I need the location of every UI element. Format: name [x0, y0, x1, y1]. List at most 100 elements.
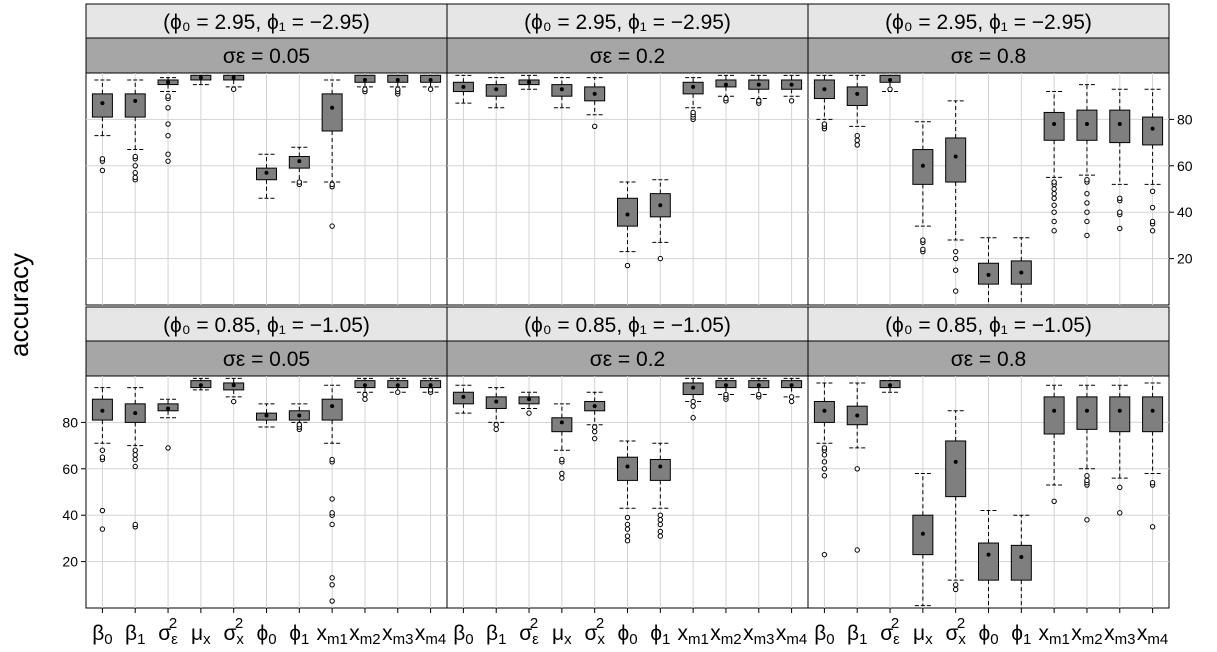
outlier-point	[657, 528, 664, 535]
box-iqr	[91, 93, 113, 118]
box-iqr	[1076, 396, 1098, 430]
median-dot	[231, 75, 236, 80]
box	[91, 387, 113, 532]
box	[846, 382, 868, 553]
box	[879, 380, 901, 393]
y-tick-label: 40	[62, 507, 78, 523]
outlier-point	[165, 132, 171, 139]
outlier-point	[854, 137, 860, 143]
outlier-point	[591, 428, 598, 435]
outlier-point	[329, 496, 335, 502]
box	[879, 74, 901, 93]
box-iqr	[321, 398, 343, 421]
outlier-point	[132, 463, 138, 470]
outlier-point	[1084, 177, 1090, 183]
median-dot	[362, 77, 367, 82]
median-dot	[986, 552, 991, 557]
outlier-point	[165, 105, 171, 111]
box-iqr	[649, 459, 671, 481]
outlier-point	[99, 156, 106, 162]
outlier-point	[1084, 517, 1090, 523]
outlier-point	[1149, 480, 1156, 486]
outlier-point	[329, 582, 335, 588]
outlier-point	[723, 95, 729, 102]
outlier-point	[657, 521, 664, 528]
outlier-point	[952, 288, 959, 294]
median-dot	[297, 159, 302, 164]
outlier-point	[690, 415, 696, 421]
outlier-point	[165, 93, 171, 99]
median-dot	[198, 383, 203, 388]
box	[715, 74, 737, 104]
median-dot	[133, 98, 138, 103]
box	[715, 377, 737, 402]
y-tick-label: 20	[62, 554, 78, 570]
outlier-point	[1051, 209, 1057, 215]
outlier-point	[821, 459, 828, 465]
outlier-point	[624, 262, 631, 269]
x-tick-label: σε2	[158, 615, 178, 648]
x-tick-label: β1	[847, 622, 867, 648]
outlier-point	[395, 389, 401, 395]
panels: (ϕ₀ = 2.95, ϕ₁ = −2.95)σε = 0.05(ϕ₀ = 2.…	[62, 3, 1193, 648]
outlier-point	[952, 586, 959, 593]
outlier-point	[1051, 179, 1057, 185]
median-dot	[428, 383, 433, 388]
median-dot	[888, 77, 893, 82]
outlier-point	[887, 86, 893, 92]
x-tick-label: σx2	[945, 615, 966, 648]
median-dot	[1052, 122, 1057, 127]
box	[584, 391, 606, 442]
outlier-point	[427, 387, 434, 393]
strip-top-label: (ϕ₀ = 2.95, ϕ₁ = −2.95)	[163, 11, 370, 34]
outlier-point	[788, 98, 795, 104]
median-dot	[1084, 408, 1089, 413]
box-iqr	[846, 86, 868, 106]
outlier-point	[624, 514, 631, 521]
outlier-point	[132, 447, 138, 453]
outlier-point	[1051, 186, 1057, 192]
box	[288, 146, 310, 188]
panel: (ϕ₀ = 0.85, ϕ₁ = −1.05) σε = 0.8 β0 β1 σε2 μx…	[807, 306, 1170, 648]
strip-top-label: (ϕ₀ = 0.85, ϕ₁ = −1.05)	[163, 314, 370, 337]
x-tick-label: ϕ1	[1011, 622, 1031, 648]
box	[485, 77, 507, 109]
median-dot	[789, 82, 794, 87]
box-iqr	[945, 137, 967, 183]
outlier-point	[132, 153, 138, 160]
box	[1076, 384, 1098, 523]
box-iqr	[1043, 111, 1065, 141]
box	[1109, 384, 1131, 516]
median-dot	[592, 91, 597, 96]
outlier-point	[1117, 209, 1123, 215]
box	[223, 377, 245, 405]
box	[617, 440, 638, 544]
x-tick-label: xm4	[415, 622, 446, 648]
x-tick-label: μx	[191, 622, 211, 648]
box	[748, 377, 770, 400]
box	[157, 77, 179, 164]
box	[256, 403, 277, 428]
outlier-point	[1084, 218, 1090, 225]
median-dot	[264, 413, 269, 418]
outlier-point	[165, 121, 171, 127]
outlier-point	[493, 426, 499, 433]
outlier-point	[723, 391, 729, 398]
outlier-point	[1149, 204, 1156, 211]
outlier-point	[559, 470, 565, 477]
x-tick-label: xm2	[349, 622, 380, 648]
outlier-point	[99, 167, 106, 174]
box-iqr	[1142, 116, 1164, 146]
box	[157, 398, 179, 451]
outlier-point	[821, 121, 828, 127]
median-dot	[822, 408, 827, 413]
box	[617, 181, 638, 269]
box	[781, 74, 803, 104]
box	[420, 74, 442, 92]
box	[813, 382, 835, 558]
strip-top	[807, 306, 1170, 342]
median-dot	[231, 383, 236, 388]
median-dot	[625, 464, 630, 469]
box-iqr	[978, 542, 999, 581]
box	[190, 74, 212, 86]
